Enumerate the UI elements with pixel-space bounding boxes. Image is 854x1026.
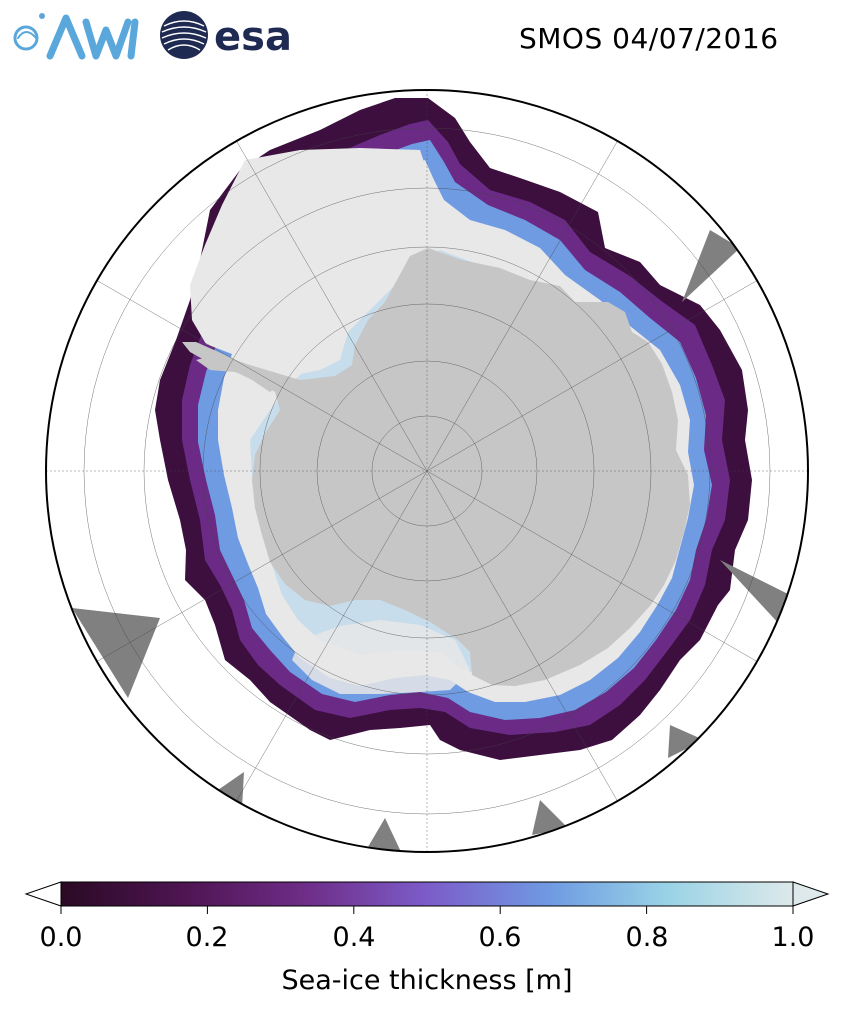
map-title: SMOS 04/07/2016: [519, 22, 779, 55]
colorbar-label: Sea-ice thickness [m]: [0, 965, 854, 996]
map-boundary: [45, 89, 809, 853]
colorbar-ticks: [60, 906, 794, 914]
colorbar-tick-label: 0.6: [478, 922, 522, 953]
colorbar-tick-label: 1.0: [771, 922, 815, 953]
antarctic-peninsula: [182, 342, 285, 392]
colorbar-extend-max: [792, 881, 830, 907]
polar-map: [45, 89, 809, 853]
colorbar-tick-label: 0.0: [39, 922, 83, 953]
colorbar-tick-label: 0.4: [332, 922, 376, 953]
colorbar-extend-min: [24, 881, 62, 907]
antarctica-land: [196, 248, 690, 686]
svg-text:esa: esa: [214, 14, 292, 60]
graticule: [46, 90, 808, 852]
missing-data-wedges: [72, 230, 790, 852]
colorbar: [24, 881, 830, 914]
colorbar-label-text: Sea-ice thickness [m]: [281, 965, 573, 996]
colorbar-tick-label: 0.8: [625, 922, 669, 953]
awi-logo: [13, 13, 139, 60]
colorbar-tick-label: 0.2: [185, 922, 229, 953]
esa-logo: esa: [160, 11, 292, 60]
colorbar-gradient: [60, 881, 794, 907]
